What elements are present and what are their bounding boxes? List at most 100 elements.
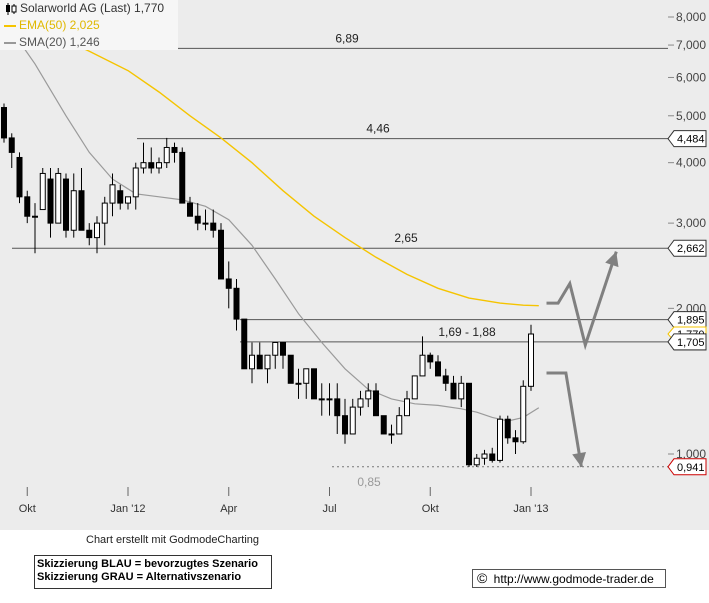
level-label-5: 0,85 (357, 475, 381, 489)
candle-body-57 (442, 375, 449, 384)
x-tick-label-4: Okt (422, 503, 439, 515)
candle-body-44 (342, 415, 348, 435)
candle-body-51 (396, 415, 403, 435)
axis-price-label-5: 0,941 (677, 462, 705, 474)
candle-body-67 (520, 385, 527, 443)
candle-body-56 (435, 361, 441, 377)
legend-sma-label: SMA(20) 1,246 (19, 35, 100, 49)
candle-body-5 (39, 172, 46, 211)
candle-body-10 (78, 190, 85, 231)
candle-body-59 (458, 382, 465, 400)
y-tick-label-6: 7,000 (676, 38, 706, 52)
y-tick-label-5: 6,000 (676, 70, 706, 84)
x-tick-label-1: Jan '12 (110, 503, 145, 515)
candle-body-20 (156, 162, 162, 169)
axis-price-tag-2 (667, 239, 707, 257)
candle-body-41 (318, 398, 325, 401)
axis-price-label-2: 2,662 (677, 243, 705, 255)
legend-main-label: Solarworld AG (Last) 1,770 (20, 1, 165, 15)
candle-body-46 (357, 398, 364, 408)
candle-body-47 (365, 390, 372, 400)
legend-main: Solarworld AG (Last) 1,770 (0, 0, 178, 17)
scenario-down-arrow-head (572, 452, 587, 468)
legend-ema: EMA(50) 2,025 (0, 17, 178, 34)
candle-body-15 (117, 190, 124, 204)
candle-body-35 (272, 341, 279, 356)
candle-body-21 (163, 146, 170, 164)
candle-body-9 (70, 190, 77, 231)
axis-price-label-3: 1,895 (677, 315, 705, 327)
axis-price-label-1: 4,484 (677, 134, 705, 146)
candle-body-64 (497, 418, 503, 461)
candle-body-31 (241, 318, 248, 370)
level-label-0: 6,89 (335, 31, 359, 45)
candle-body-6 (47, 178, 54, 224)
candle-body-14 (109, 184, 116, 204)
candle-body-37 (287, 354, 294, 384)
candle-body-52 (404, 398, 410, 417)
candle-body-22 (171, 146, 178, 153)
candle-body-63 (489, 453, 496, 461)
candle-body-19 (148, 162, 155, 169)
created-with-label: Chart erstellt mit GodmodeCharting (86, 534, 260, 546)
candle-body-65 (504, 418, 511, 439)
scenario-gray-label: Skizzierung GRAU = Alternativszenario (37, 571, 242, 583)
candle-body-13 (101, 202, 108, 224)
y-tick-label-4: 5,000 (676, 109, 706, 123)
level-label-1: 4,46 (366, 122, 390, 136)
level-label-4: 1,69 - 1,88 (438, 325, 496, 339)
scenario-legend-box: Skizzierung BLAU = bevorzugtes Szenario … (34, 555, 272, 589)
candle-body-4 (32, 215, 38, 218)
candle-body-28 (218, 229, 224, 280)
legend-ema-label: EMA(50) 2,025 (19, 18, 100, 32)
copyright-icon: © (477, 570, 488, 586)
candle-body-55 (427, 354, 434, 363)
candle-body-58 (450, 382, 457, 400)
candle-body-39 (303, 368, 310, 384)
candlestick-icon (6, 2, 17, 15)
ema-line-icon (4, 24, 16, 27)
scenario-up-arrow-line (546, 251, 618, 351)
scenario-blue-label: Skizzierung BLAU = bevorzugtes Szenario (37, 558, 258, 570)
x-tick-label-0: Okt (19, 503, 36, 515)
candle-body-7 (55, 172, 62, 224)
chart-area: 1,000 2,000 3,000 4,000 5,000 6,000 7,000 8,000… (0, 0, 709, 530)
candle-body-48 (373, 390, 379, 417)
candle-body-8 (63, 178, 69, 231)
website-link[interactable]: http://www.godmode-trader.de (493, 572, 654, 586)
price-chart: 1,0002,0003,0004,0005,0006,0007,0008,000… (0, 10, 707, 515)
candle-body-12 (94, 222, 100, 239)
candle-body-45 (349, 406, 356, 435)
level-label-2: 2,65 (394, 231, 418, 245)
candle-body-43 (334, 398, 341, 417)
candle-body-3 (24, 196, 31, 217)
candle-body-62 (481, 453, 488, 459)
candle-body-32 (249, 354, 255, 370)
candle-body-16 (125, 196, 131, 204)
candle-body-24 (187, 202, 193, 217)
candle-body-27 (210, 222, 217, 231)
axis-price-tag-top (667, 333, 707, 351)
axis-price-tag-5 (667, 458, 707, 476)
candle-body-40 (311, 368, 317, 400)
candle-body-36 (280, 341, 286, 356)
x-tick-label-5: Jan '13 (513, 503, 548, 515)
y-tick-label-2: 3,000 (676, 216, 706, 230)
candle-body-49 (380, 415, 387, 435)
copyright-box[interactable]: © http://www.godmode-trader.de (472, 569, 666, 588)
candle-body-42 (326, 398, 333, 401)
x-tick-label-3: Jul (322, 503, 336, 515)
ema50-line (11, 11, 539, 307)
candle-body-1 (8, 137, 15, 153)
sma-line-icon (4, 41, 16, 44)
candle-body-66 (512, 437, 519, 443)
candle-body-50 (388, 433, 395, 436)
candle-body-34 (264, 354, 271, 370)
candle-body-26 (202, 222, 209, 225)
candle-body-17 (132, 167, 139, 198)
y-tick-label-7: 8,000 (676, 10, 706, 24)
chart-legend: Solarworld AG (Last) 1,770 EMA(50) 2,025… (0, 0, 178, 50)
candle-body-38 (295, 382, 302, 385)
candle-body-29 (225, 278, 232, 289)
candle-body-30 (233, 287, 240, 320)
